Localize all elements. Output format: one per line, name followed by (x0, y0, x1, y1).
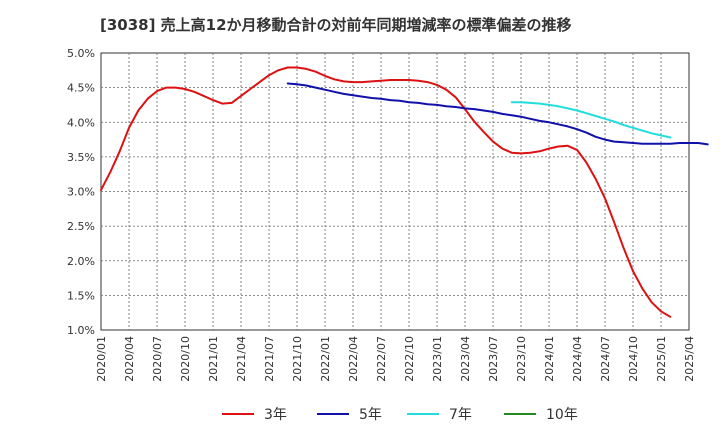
y-tick-label: 3.0% (67, 186, 95, 199)
legend-label: 10年 (546, 407, 578, 423)
x-tick-label: 2020/10 (179, 336, 192, 382)
x-tick-label: 2021/10 (291, 336, 304, 382)
x-tick-label: 2021/01 (207, 336, 220, 382)
x-tick-label: 2022/01 (319, 336, 332, 382)
x-tick-label: 2024/10 (627, 336, 640, 382)
x-tick-label: 2022/07 (375, 336, 388, 382)
x-tick-label: 2024/01 (543, 336, 556, 382)
axis-layer: 2020/01 2020/04 2020/07 2020/10 2021/01 2021/… (67, 47, 696, 382)
grid-layer (101, 53, 689, 330)
y-tick-label: 2.5% (67, 220, 95, 233)
chart-title: [3038] 売上高12か月移動合計の対前年同期増減率の標準偏差の推移 (100, 16, 572, 34)
x-tick-label: 2024/04 (571, 336, 584, 382)
y-tick-label: 1.0% (67, 324, 95, 337)
x-tick-label: 2023/04 (459, 336, 472, 382)
x-tick-label: 2023/10 (515, 336, 528, 382)
legend-label: 5年 (359, 407, 382, 423)
x-tick-label: 2025/04 (683, 336, 696, 382)
series-line (510, 101, 672, 139)
x-tick-label: 2023/01 (431, 336, 444, 382)
x-tick-label: 2020/07 (151, 336, 164, 382)
legend: 3年 5年 7年 10年 (222, 407, 578, 423)
x-tick-label: 2024/07 (599, 336, 612, 382)
x-tick-label: 2025/01 (655, 336, 668, 382)
x-tick-label: 2020/01 (95, 336, 108, 382)
x-tick-label: 2023/07 (487, 336, 500, 382)
series-line (100, 66, 672, 318)
y-tick-label: 4.5% (67, 82, 95, 95)
y-tick-label: 5.0% (67, 47, 95, 60)
legend-label: 7年 (449, 407, 472, 423)
x-tick-label: 2022/04 (347, 336, 360, 382)
series-layer (100, 66, 709, 318)
x-tick-label: 2021/07 (263, 336, 276, 382)
y-tick-label: 2.0% (67, 255, 95, 268)
x-tick-label: 2021/04 (235, 336, 248, 382)
x-tick-label: 2020/04 (123, 336, 136, 382)
legend-label: 3年 (264, 407, 287, 423)
y-tick-label: 1.5% (67, 289, 95, 302)
y-tick-label: 4.0% (67, 116, 95, 129)
series-line (286, 82, 709, 146)
x-tick-label: 2022/10 (403, 336, 416, 382)
y-tick-label: 3.5% (67, 151, 95, 164)
